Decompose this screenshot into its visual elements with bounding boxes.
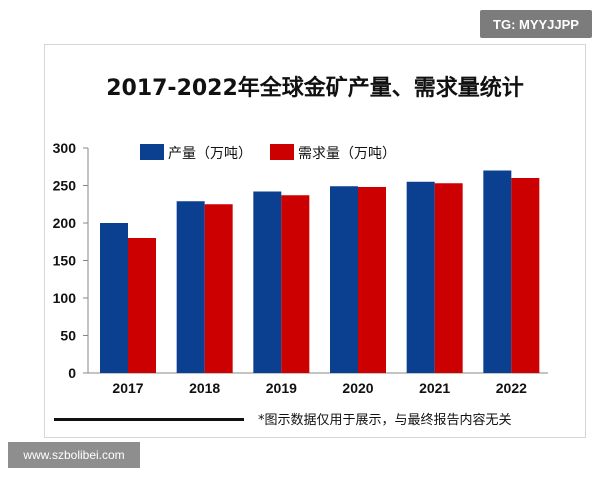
y-tick-label: 50 [60, 328, 76, 344]
x-tick-label: 2021 [419, 380, 450, 396]
x-tick-label: 2018 [189, 380, 220, 396]
footnote-divider [54, 418, 244, 421]
legend-swatch-production [140, 144, 164, 160]
x-tick-label: 2017 [112, 380, 143, 396]
bar-demand [281, 195, 310, 373]
y-tick-label: 200 [53, 215, 77, 231]
bar-production [406, 181, 435, 373]
legend-label-production: 产量（万吨） [168, 146, 252, 162]
y-tick-label: 150 [53, 253, 77, 269]
bar-production [253, 191, 282, 373]
bar-demand [128, 238, 156, 373]
bar-demand [358, 187, 386, 373]
bar-demand [511, 178, 540, 373]
x-tick-label: 2022 [496, 380, 527, 396]
x-tick-label: 2019 [266, 380, 297, 396]
chart-title: 2017-2022年全球金矿产量、需求量统计 [106, 76, 524, 101]
bar-production [100, 223, 128, 373]
bar-production [330, 186, 358, 373]
y-tick-label: 300 [53, 140, 77, 156]
legend-swatch-demand [270, 144, 294, 160]
y-tick-label: 0 [68, 365, 76, 381]
y-tick-label: 100 [53, 290, 77, 306]
bar-production [483, 170, 512, 373]
website-badge: www.szbolibei.com [8, 442, 140, 468]
tg-badge: TG: MYYJJPP [480, 10, 592, 38]
bar-demand [204, 204, 233, 373]
legend-label-demand: 需求量（万吨） [298, 146, 396, 162]
y-tick-label: 250 [53, 178, 77, 194]
footnote-text: *图示数据仅用于展示，与最终报告内容无关 [258, 413, 512, 428]
bar-production [176, 201, 205, 373]
bar-demand [434, 183, 463, 373]
x-tick-label: 2020 [342, 380, 373, 396]
